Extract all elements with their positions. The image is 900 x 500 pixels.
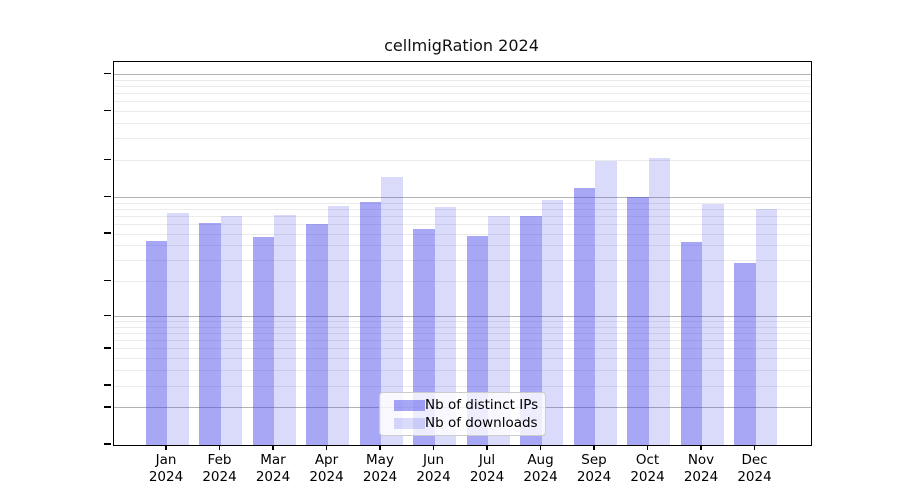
- major-gridline: [114, 315, 811, 317]
- minor-gridline: [114, 208, 811, 210]
- y-tick-mark: [104, 406, 111, 408]
- legend-label-distinct-ips: Nb of distinct IPs: [425, 397, 539, 413]
- minor-gridline: [114, 111, 811, 113]
- bar-downloads: [648, 157, 670, 445]
- minor-gridline: [114, 101, 811, 103]
- minor-gridline: [114, 92, 811, 94]
- x-tick-label: May 2024: [362, 452, 398, 485]
- y-tick-mark: [104, 314, 111, 317]
- legend-item-downloads: Nb of downloads: [388, 414, 538, 432]
- bar-distinct-ips: [252, 237, 274, 445]
- legend-swatch-downloads: [394, 417, 425, 429]
- x-tick-label: Apr 2024: [309, 452, 344, 485]
- x-tick-mark: [218, 445, 221, 450]
- minor-gridline: [114, 160, 811, 161]
- plot-area: [113, 61, 812, 446]
- y-tick-mark: [104, 232, 111, 234]
- x-tick-mark: [325, 445, 328, 450]
- minor-gridline: [114, 340, 811, 342]
- bar-distinct-ips: [306, 224, 328, 445]
- x-tick-label: Jun 2024: [416, 452, 451, 485]
- bar-downloads: [434, 206, 456, 445]
- x-tick-mark: [700, 445, 702, 450]
- bar-distinct-ips: [573, 187, 595, 445]
- minor-gridline: [114, 320, 811, 322]
- x-tick-mark: [593, 445, 595, 450]
- x-tick-mark: [646, 445, 649, 450]
- minor-gridline: [114, 281, 811, 283]
- bar-downloads: [220, 216, 242, 445]
- minor-gridline: [114, 138, 811, 140]
- y-tick-mark: [104, 347, 111, 349]
- x-tick-label: Sep 2024: [576, 452, 612, 485]
- x-tick-label: Feb 2024: [202, 452, 237, 485]
- minor-gridline: [114, 370, 811, 372]
- x-tick-mark: [753, 445, 756, 450]
- minor-gridline: [114, 358, 811, 360]
- x-tick-label: Jan 2024: [148, 452, 184, 485]
- y-tick-mark: [104, 443, 111, 445]
- bar-distinct-ips: [359, 201, 381, 445]
- bar-downloads: [755, 209, 777, 445]
- minor-gridline: [114, 223, 811, 225]
- minor-gridline: [114, 245, 811, 247]
- minor-gridline: [114, 385, 811, 387]
- y-tick-mark: [104, 384, 111, 386]
- bar-distinct-ips: [413, 229, 435, 445]
- x-tick-label: Jul 2024: [469, 452, 505, 485]
- bar-downloads: [381, 176, 403, 445]
- x-tick-label: Mar 2024: [255, 452, 291, 485]
- minor-gridline: [114, 215, 811, 217]
- bar-downloads: [327, 206, 349, 445]
- major-gridline: [114, 73, 811, 75]
- x-tick-mark: [165, 445, 167, 450]
- bar-distinct-ips: [680, 242, 702, 445]
- y-tick-mark: [104, 109, 111, 112]
- legend: Nb of distinct IPs Nb of downloads: [379, 392, 546, 436]
- bar-downloads: [167, 212, 189, 445]
- chart-title: cellmigRation 2024: [384, 36, 539, 55]
- minor-gridline: [114, 233, 811, 235]
- bar-distinct-ips: [627, 196, 649, 445]
- minor-gridline: [114, 202, 811, 204]
- bar-downloads: [274, 214, 296, 445]
- minor-gridline: [114, 332, 811, 334]
- x-tick-label: Aug 2024: [523, 452, 558, 485]
- legend-swatch-distinct-ips: [394, 399, 425, 411]
- bar-distinct-ips: [199, 222, 221, 445]
- bar-downloads: [541, 199, 563, 445]
- minor-gridline: [114, 326, 811, 328]
- y-tick-mark: [104, 195, 111, 198]
- bar-downloads: [488, 215, 510, 445]
- y-tick-mark: [104, 279, 111, 282]
- bar-distinct-ips: [520, 216, 542, 445]
- minor-gridline: [114, 260, 811, 262]
- minor-gridline: [114, 85, 811, 87]
- x-tick-mark: [486, 445, 488, 450]
- minor-gridline: [114, 79, 811, 81]
- major-gridline: [114, 196, 811, 198]
- legend-label-downloads: Nb of downloads: [425, 415, 538, 431]
- bar-distinct-ips: [145, 240, 167, 445]
- x-tick-mark: [379, 445, 381, 450]
- x-tick-mark: [539, 445, 542, 450]
- x-tick-mark: [432, 445, 435, 450]
- y-tick-mark: [104, 72, 111, 75]
- minor-gridline: [114, 348, 811, 350]
- x-tick-label: Dec 2024: [737, 452, 772, 485]
- x-tick-label: Oct 2024: [630, 452, 665, 485]
- legend-item-distinct-ips: Nb of distinct IPs: [388, 396, 539, 414]
- bar-downloads: [702, 204, 724, 445]
- bar-distinct-ips: [734, 262, 756, 445]
- minor-gridline: [114, 122, 811, 124]
- x-tick-mark: [272, 445, 274, 450]
- bar-downloads: [595, 160, 617, 445]
- y-tick-mark: [104, 158, 111, 161]
- x-tick-label: Nov 2024: [683, 452, 719, 485]
